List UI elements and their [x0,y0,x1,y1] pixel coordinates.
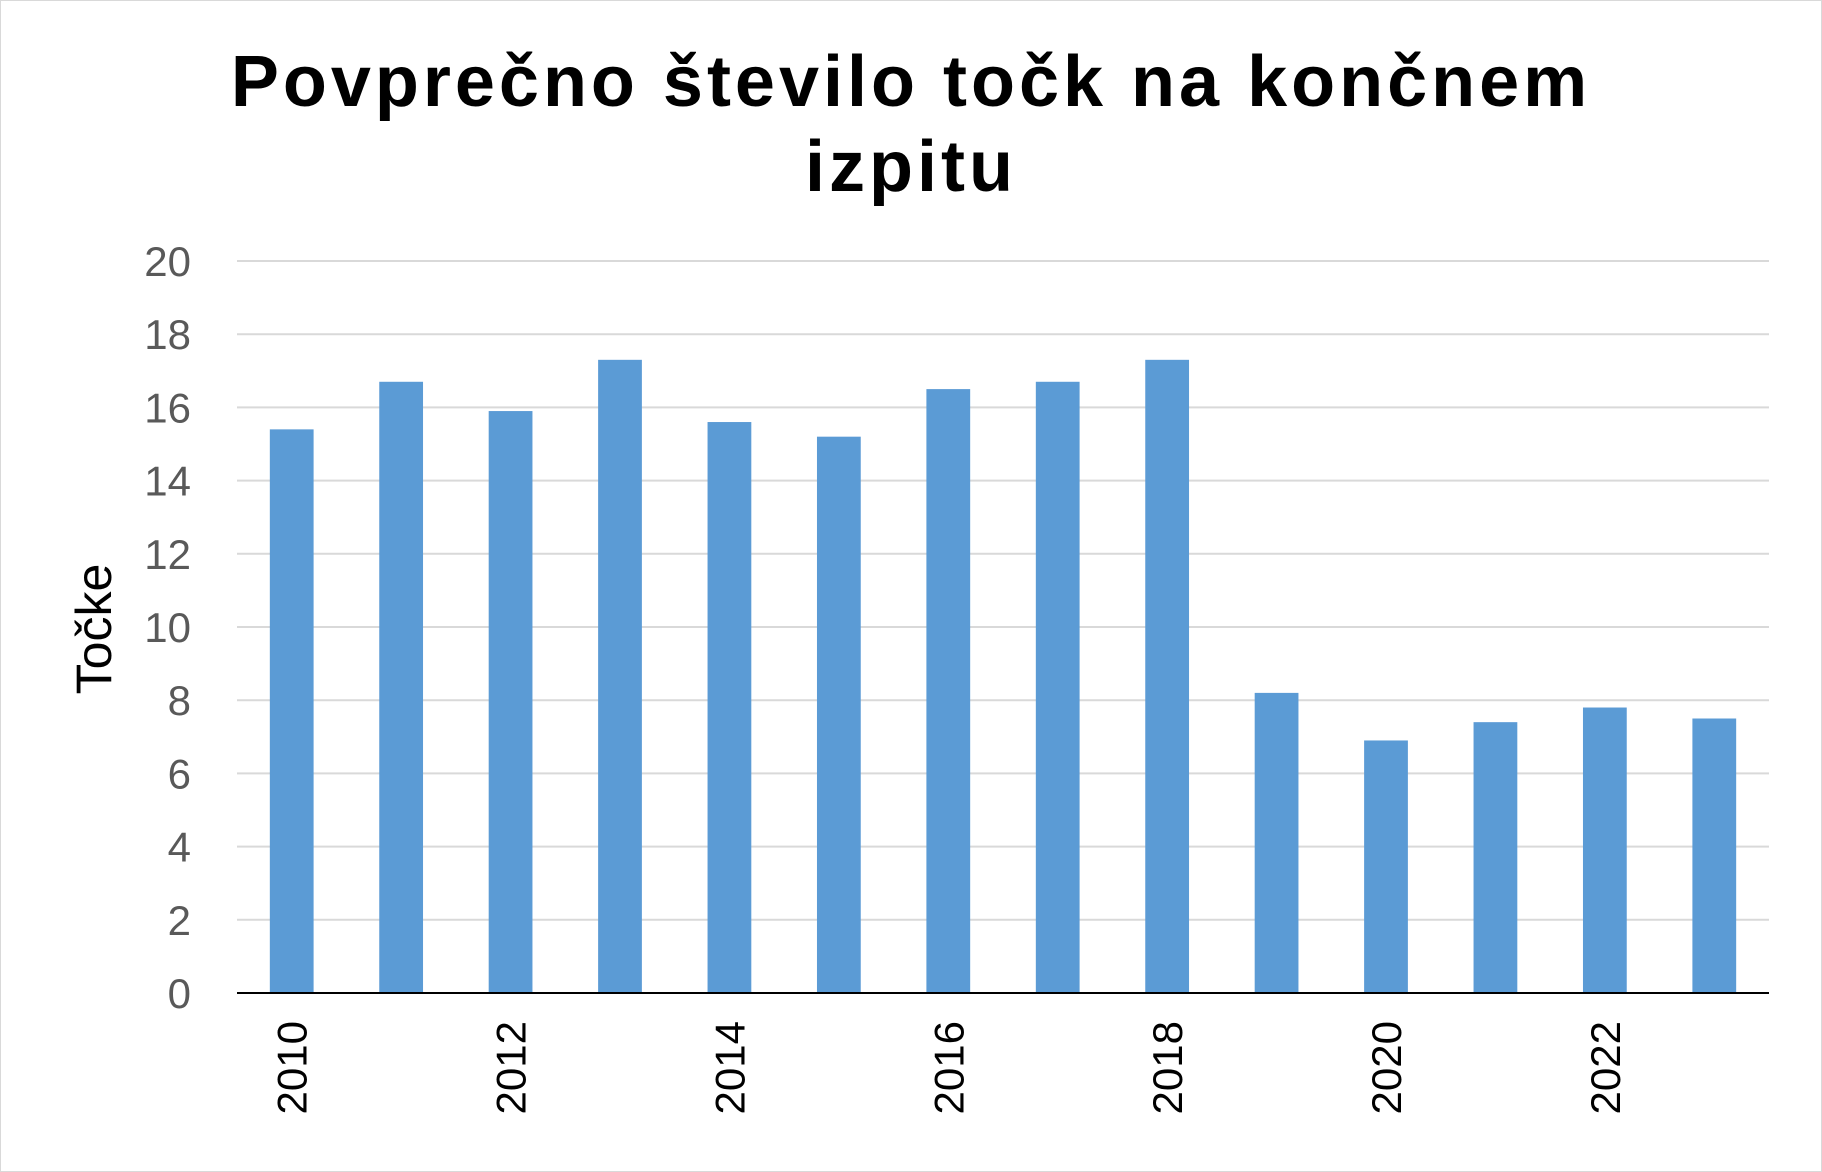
y-axis-title: Točke [66,564,122,695]
y-tick-label: 14 [144,458,191,505]
bar-2021 [1473,722,1518,993]
bar-2020 [1364,740,1408,993]
x-tick-label: 2018 [1144,1021,1191,1114]
x-tick-label: 2010 [269,1021,316,1114]
y-tick-label: 10 [144,604,191,651]
y-tick-label: 4 [168,824,191,871]
x-tick-labels: 2010 2012 2014 2016 2018 2020 2022 [269,1021,1629,1114]
bar-2011 [379,381,424,993]
bars [269,359,1737,994]
bar-2023 [1692,718,1737,993]
chart-title-line-2: izpitu [805,127,1017,207]
y-tick-label: 20 [144,238,191,285]
x-tick-label: 2012 [488,1021,535,1114]
y-tick-label: 2 [168,897,191,944]
x-tick-label: 2016 [925,1021,972,1114]
bar-2019 [1254,692,1299,993]
bar-2014 [707,422,752,993]
bar-2010 [269,429,314,993]
bar-2022 [1582,707,1627,993]
y-tick-label: 6 [168,750,191,797]
y-tick-label: 8 [168,677,191,724]
x-tick-label: 2020 [1363,1021,1410,1114]
y-tick-label: 12 [144,531,191,578]
bar-2017 [1035,381,1080,993]
bar-2016 [926,389,971,994]
y-tick-label: 0 [168,970,191,1017]
chart-title-line-1: Povprečno število točk na končnem [231,42,1591,122]
bar-2012 [488,411,533,993]
x-tick-label: 2014 [706,1021,753,1114]
y-tick-label: 18 [144,311,191,358]
y-tick-labels: 0 2 4 6 8 10 12 14 16 18 20 [144,238,191,1017]
bar-2015 [816,436,861,993]
bar-2013 [598,359,642,993]
gridlines [237,260,1769,921]
bar-2018 [1145,359,1190,993]
x-tick-label: 2022 [1582,1021,1629,1114]
y-tick-label: 16 [144,384,191,431]
